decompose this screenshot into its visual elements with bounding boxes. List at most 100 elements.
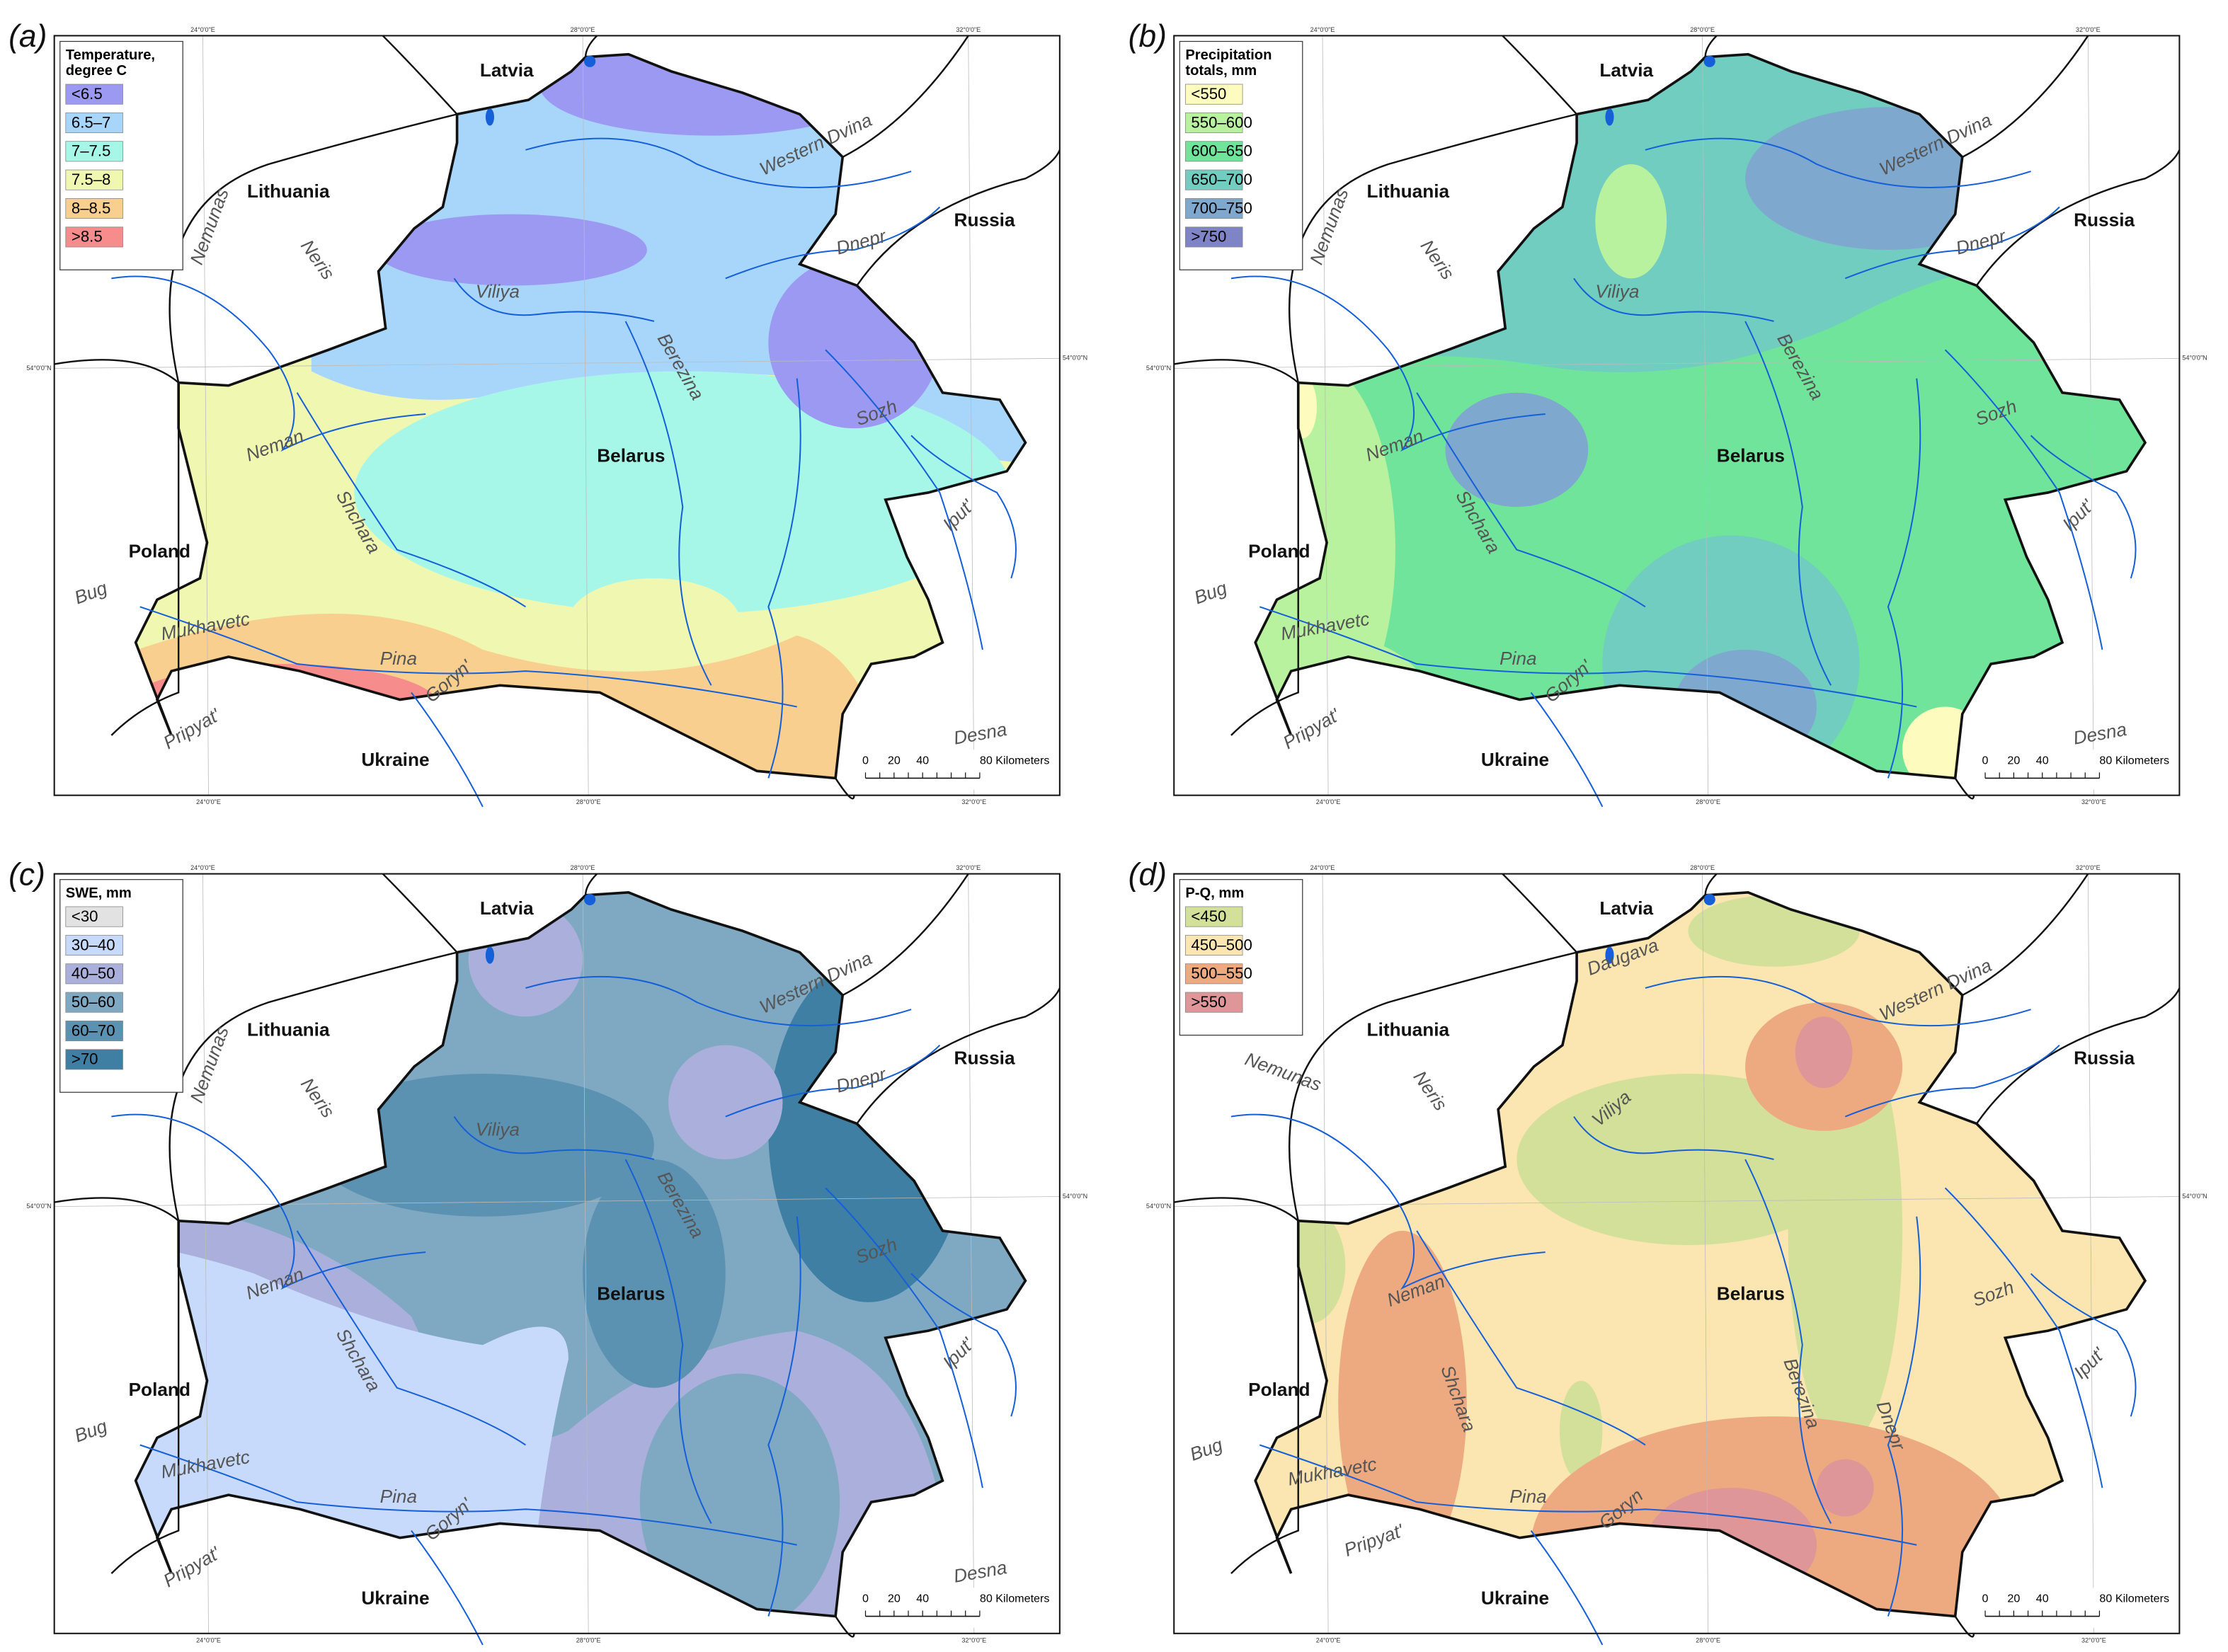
frame bbox=[1173, 873, 2181, 1634]
country-border bbox=[856, 149, 1061, 287]
legend-swatch bbox=[65, 112, 123, 134]
scale-label: 80 Kilometers bbox=[2099, 754, 2169, 767]
river bbox=[453, 277, 655, 322]
scale-bar: 0 20 40 80 Kilometers bbox=[854, 750, 1054, 790]
river bbox=[624, 1159, 712, 1524]
legend-swatch bbox=[65, 992, 123, 1013]
scale-bg bbox=[854, 1588, 1054, 1628]
country-border bbox=[1975, 149, 2181, 287]
legend: SWE, mm <30 30–40 40–50 50–60 60–70 >70 bbox=[59, 879, 183, 1093]
zone bbox=[375, 214, 647, 286]
zone bbox=[1445, 392, 1589, 507]
country-label: Belarus bbox=[597, 444, 665, 466]
country-label: Belarus bbox=[1717, 1283, 1785, 1304]
meridian bbox=[582, 873, 589, 1634]
meridian-label: 32°0'0"E bbox=[956, 864, 981, 871]
country-label: Poland bbox=[1248, 541, 1310, 562]
meridian bbox=[968, 35, 975, 796]
legend-title: P-Q, mm bbox=[1185, 885, 1244, 901]
legend-label: 40–50 bbox=[72, 965, 115, 982]
legend-title: Precipitation bbox=[1185, 47, 1272, 63]
scale-label: 20 bbox=[888, 1593, 901, 1605]
belarus-border bbox=[134, 52, 1027, 780]
meridian bbox=[968, 873, 975, 1634]
parallel bbox=[1174, 357, 2180, 369]
river bbox=[111, 1113, 426, 1290]
river bbox=[1887, 1216, 1921, 1617]
meridian-label: 32°0'0"E bbox=[2081, 798, 2106, 805]
legend-label: <450 bbox=[1191, 907, 1226, 925]
scale-label: 20 bbox=[2007, 1593, 2020, 1605]
lake bbox=[485, 108, 494, 126]
country-label: Ukraine bbox=[361, 749, 429, 770]
legend-title: totals, mm bbox=[1185, 63, 1257, 79]
river bbox=[1645, 137, 2031, 188]
meridian bbox=[582, 35, 589, 796]
river-label: Pina bbox=[1509, 1486, 1546, 1507]
country-label: Ukraine bbox=[1481, 749, 1549, 770]
zone bbox=[668, 1045, 783, 1160]
legend-swatch bbox=[1184, 934, 1243, 956]
zone bbox=[1817, 1459, 1874, 1517]
country-label: Latvia bbox=[1599, 897, 1653, 919]
legend-swatch bbox=[1184, 141, 1243, 162]
legend-swatch bbox=[1184, 169, 1243, 190]
country-label: Russia bbox=[2074, 210, 2135, 231]
legend-swatch bbox=[65, 906, 123, 927]
legend-swatch bbox=[65, 963, 123, 985]
river bbox=[1530, 692, 1604, 808]
meridian-label: 28°0'0"E bbox=[1696, 798, 1720, 805]
scale-label: 40 bbox=[916, 1593, 929, 1605]
belarus-border bbox=[1254, 890, 2147, 1618]
meridian-label: 24°0'0"E bbox=[190, 26, 215, 33]
parallel bbox=[54, 1196, 1060, 1208]
meridian-label: 24°0'0"E bbox=[1316, 798, 1341, 805]
legend-label: <30 bbox=[72, 907, 98, 925]
scale-label: 40 bbox=[2036, 1593, 2049, 1605]
legend-swatch bbox=[65, 84, 123, 105]
country-label: Latvia bbox=[1599, 59, 1653, 81]
country-border bbox=[856, 987, 1061, 1125]
river bbox=[139, 1444, 797, 1546]
meridian-label: 32°0'0"E bbox=[961, 798, 986, 805]
river bbox=[2030, 435, 2137, 579]
country-border bbox=[1288, 873, 1579, 1222]
frame bbox=[53, 873, 1061, 1634]
frame bbox=[53, 35, 1061, 796]
meridian bbox=[2087, 873, 2094, 1634]
legend-swatch bbox=[65, 1020, 123, 1042]
river-label: Pina bbox=[380, 648, 417, 669]
legend-swatch bbox=[65, 226, 123, 248]
map-panel: 24°0'0"E 24°0'0"E 28°0'0"E 28°0'0"E 32°0'0"E… bbox=[8, 19, 1087, 808]
scale-bar: 0 20 40 80 Kilometers bbox=[854, 1588, 1054, 1628]
zone bbox=[1559, 1380, 1603, 1481]
country-label: Lithuania bbox=[247, 180, 330, 202]
meridian-label: 24°0'0"E bbox=[196, 1636, 221, 1644]
legend-swatch bbox=[65, 169, 123, 190]
country-label: Belarus bbox=[1717, 444, 1785, 466]
legend: P-Q, mm <450 450–500 500–550 >550 bbox=[1179, 879, 1303, 1036]
panel-label: (d) bbox=[1129, 857, 1167, 892]
frame bbox=[1173, 35, 2181, 796]
meridian-label: 28°0'0"E bbox=[571, 864, 595, 871]
river bbox=[1530, 1530, 1604, 1646]
meridian-label: 32°0'0"E bbox=[956, 26, 981, 33]
country-border bbox=[842, 873, 969, 997]
meridian bbox=[1702, 35, 1709, 796]
country-border bbox=[1962, 873, 2089, 997]
legend-label: <550 bbox=[1191, 85, 1226, 103]
scale-label: 0 bbox=[1982, 1593, 1989, 1605]
river bbox=[1887, 378, 1921, 779]
scale-bg bbox=[1973, 1588, 2174, 1628]
panel-label: (c) bbox=[8, 857, 45, 892]
legend-swatch bbox=[65, 1049, 123, 1070]
country-border bbox=[1704, 873, 1718, 895]
river bbox=[525, 975, 912, 1027]
zone bbox=[568, 578, 740, 665]
legend-swatch bbox=[1184, 906, 1243, 927]
panel-label: (a) bbox=[8, 19, 47, 54]
scale-label: 0 bbox=[862, 754, 869, 767]
scale-label: 20 bbox=[2007, 754, 2020, 767]
zone bbox=[583, 1159, 726, 1388]
meridian-label: 28°0'0"E bbox=[576, 798, 601, 805]
